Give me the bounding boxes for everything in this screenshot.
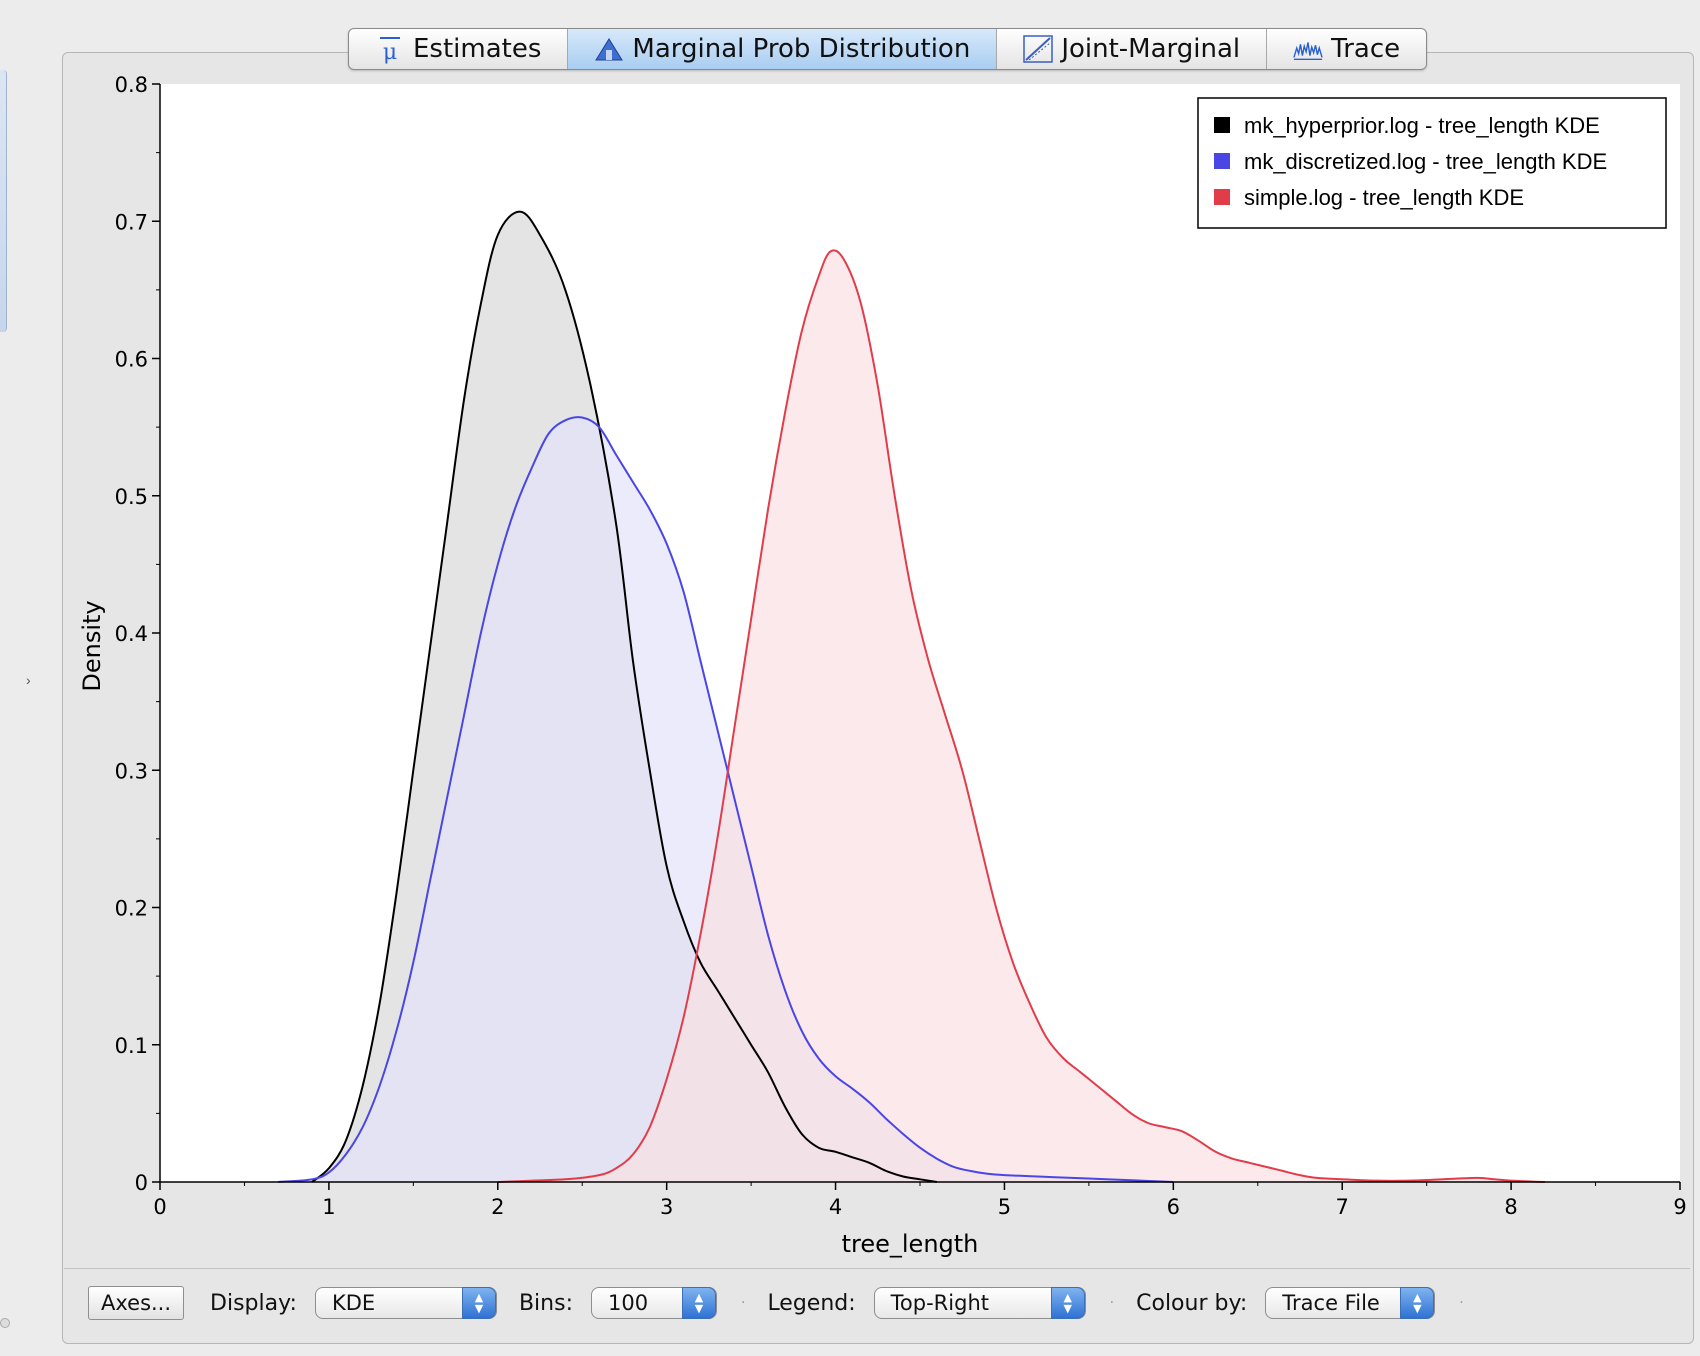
- x-tick-label: 5: [998, 1195, 1011, 1219]
- y-ticks: 0 0.1 0.2 0.3 0.4 0.5 0.6 0.7 0.8: [115, 73, 160, 1195]
- separator: ·: [1109, 1295, 1115, 1311]
- x-tick-label: 9: [1673, 1195, 1686, 1219]
- y-tick-label: 0.8: [115, 73, 148, 97]
- x-tick-label: 8: [1504, 1195, 1517, 1219]
- select-arrows-icon: ▲ ▼: [461, 1287, 496, 1319]
- legend-select[interactable]: Top-Right ▲ ▼: [873, 1287, 1086, 1319]
- left-panel-edge: [0, 70, 7, 332]
- controls-bar: Axes... Display: KDE ▲ ▼ Bins: 100 ▲ ▼ · L…: [88, 1285, 1464, 1321]
- bins-select[interactable]: 100 ▲ ▼: [590, 1287, 717, 1319]
- legend-swatch: [1214, 189, 1230, 205]
- display-select[interactable]: KDE ▲ ▼: [314, 1287, 497, 1319]
- x-tick-label: 7: [1336, 1195, 1349, 1219]
- series-line-2: [497, 249, 1545, 1183]
- separator: ·: [1459, 1295, 1464, 1311]
- bins-label: Bins:: [518, 1290, 573, 1316]
- legend-label: mk_hyperprior.log - tree_length KDE: [1244, 113, 1600, 138]
- select-arrows-icon: ▲ ▼: [1050, 1287, 1085, 1319]
- x-tick-label: 6: [1167, 1195, 1180, 1219]
- x-tick-label: 3: [660, 1195, 673, 1219]
- distribution-icon: [594, 34, 624, 64]
- tab-joint-marginal[interactable]: Joint-Marginal: [997, 29, 1268, 69]
- y-tick-label: 0.4: [115, 622, 148, 646]
- series-area-2: [497, 250, 1545, 1183]
- series-line-0: [311, 210, 938, 1183]
- tab-bar: μ Estimates Marginal Prob Distribution J…: [348, 28, 1428, 70]
- x-tick-label: 1: [322, 1195, 335, 1219]
- legend-label: mk_discretized.log - tree_length KDE: [1244, 149, 1607, 174]
- x-tick-label: 2: [491, 1195, 504, 1219]
- y-tick-label: 0.5: [115, 485, 148, 509]
- select-arrows-icon: ▲ ▼: [1400, 1287, 1435, 1319]
- legend-label: simple.log - tree_length KDE: [1244, 185, 1524, 210]
- mu-icon: μ: [375, 34, 405, 64]
- display-label: Display:: [210, 1290, 297, 1316]
- tab-label: Estimates: [413, 34, 542, 64]
- axes-button[interactable]: Axes...: [88, 1286, 185, 1320]
- x-tick-label: 0: [153, 1195, 166, 1219]
- y-tick-label: 0.2: [115, 897, 148, 921]
- series-lines: [278, 210, 1545, 1183]
- y-tick-label: 0: [135, 1171, 148, 1195]
- tab-label: Trace: [1331, 34, 1401, 64]
- colour-by-label: Colour by:: [1136, 1290, 1248, 1316]
- legend-swatch: [1214, 153, 1230, 169]
- tab-marginal-prob-distribution[interactable]: Marginal Prob Distribution: [568, 29, 998, 69]
- series-line-1: [278, 416, 1174, 1183]
- resize-handle[interactable]: [0, 1318, 10, 1328]
- colour-by-value: Trace File: [1282, 1291, 1380, 1315]
- legend: mk_hyperprior.log - tree_length KDE mk_di…: [1197, 97, 1667, 229]
- legend-swatch: [1214, 117, 1230, 133]
- y-tick-label: 0.7: [115, 210, 148, 234]
- legend-label: Legend:: [767, 1290, 856, 1316]
- select-arrows-icon: ▲ ▼: [681, 1287, 716, 1319]
- legend-value: Top-Right: [890, 1291, 989, 1315]
- controls-divider: [64, 1268, 1690, 1269]
- y-tick-label: 0.3: [115, 759, 148, 783]
- bins-value: 100: [607, 1291, 649, 1315]
- y-axis-label: Density: [78, 600, 106, 691]
- x-ticks: 0 1 2 3 4 5 6 7 8 9: [153, 1182, 1687, 1219]
- x-tick-label: 4: [829, 1195, 842, 1219]
- joint-marginal-icon: [1023, 34, 1054, 64]
- tab-estimates[interactable]: μ Estimates: [349, 29, 569, 69]
- separator: ·: [740, 1295, 746, 1311]
- tab-label: Marginal Prob Distribution: [632, 34, 971, 64]
- y-tick-label: 0.6: [115, 348, 148, 372]
- display-value: KDE: [331, 1291, 376, 1315]
- trace-icon: [1293, 34, 1323, 64]
- colour-by-select[interactable]: Trace File ▲ ▼: [1265, 1287, 1436, 1319]
- svg-text:μ: μ: [383, 40, 397, 64]
- left-collapse-handle[interactable]: ›: [26, 672, 31, 688]
- legend-box: [1197, 97, 1667, 229]
- x-axis-label: tree_length: [842, 1230, 979, 1258]
- y-tick-label: 0.1: [115, 1034, 148, 1058]
- series-areas: [278, 211, 1545, 1183]
- tab-label: Joint-Marginal: [1061, 34, 1241, 64]
- tab-trace[interactable]: Trace: [1267, 29, 1426, 69]
